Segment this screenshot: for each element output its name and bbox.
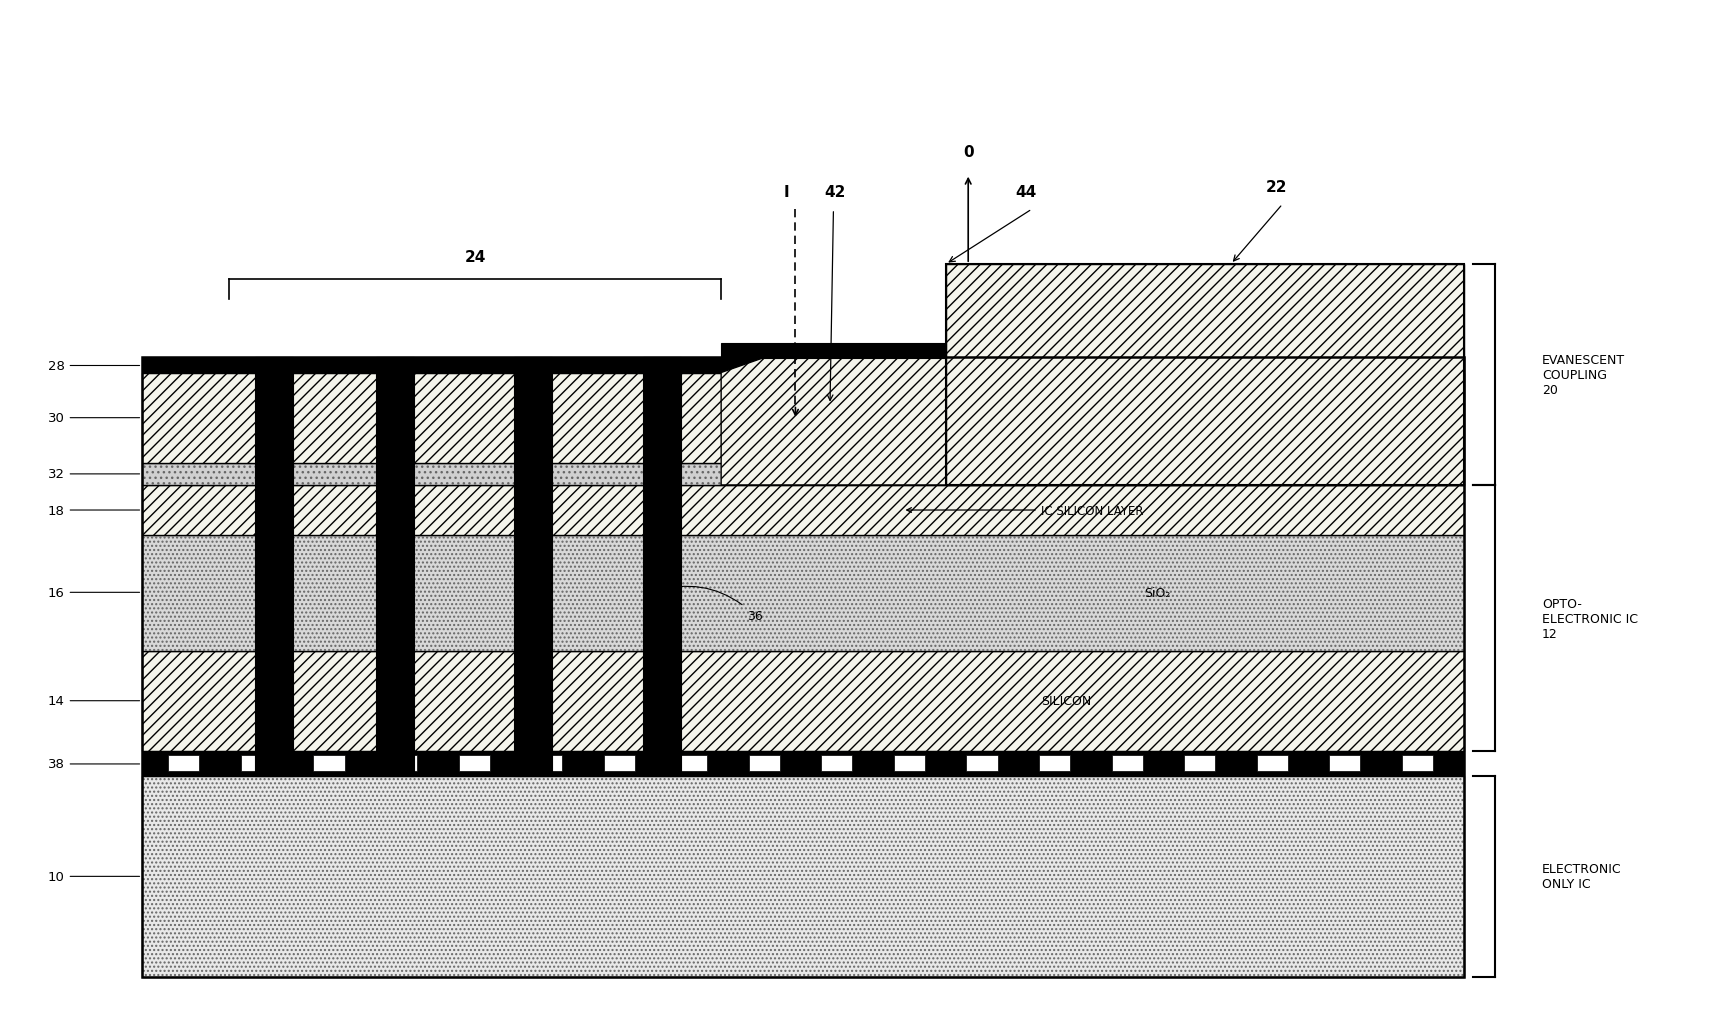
Bar bbox=[142, 358, 1463, 977]
Text: EVANESCENT
COUPLING
20: EVANESCENT COUPLING 20 bbox=[1542, 354, 1625, 396]
Text: 38: 38 bbox=[49, 757, 139, 770]
Text: ELECTRONIC
ONLY IC: ELECTRONIC ONLY IC bbox=[1542, 862, 1621, 891]
Text: 42: 42 bbox=[825, 185, 845, 200]
Bar bbox=[1257, 755, 1288, 771]
Bar bbox=[142, 463, 1463, 485]
Text: 0: 0 bbox=[963, 145, 974, 160]
Bar bbox=[142, 358, 1463, 373]
Text: 14: 14 bbox=[49, 695, 139, 708]
Bar bbox=[644, 358, 682, 776]
Text: 32: 32 bbox=[47, 468, 139, 481]
Text: 28: 28 bbox=[49, 360, 139, 373]
Text: 22: 22 bbox=[1266, 180, 1286, 195]
Text: 36: 36 bbox=[654, 586, 762, 623]
Bar bbox=[1040, 755, 1069, 771]
Bar bbox=[142, 373, 1463, 463]
Text: IC SILICON LAYER: IC SILICON LAYER bbox=[906, 504, 1144, 517]
Bar bbox=[142, 776, 1463, 977]
Text: 30: 30 bbox=[49, 411, 139, 425]
Bar bbox=[531, 755, 562, 771]
Bar bbox=[1111, 755, 1142, 771]
Bar bbox=[677, 755, 707, 771]
Text: 18: 18 bbox=[49, 504, 139, 517]
Bar bbox=[967, 755, 998, 771]
Bar bbox=[314, 755, 344, 771]
Bar bbox=[142, 536, 1463, 651]
Bar bbox=[946, 265, 1463, 485]
Bar bbox=[821, 755, 852, 771]
Text: SiO₂: SiO₂ bbox=[1144, 586, 1170, 600]
Bar bbox=[142, 463, 1463, 485]
Bar bbox=[142, 485, 1463, 536]
Text: 24: 24 bbox=[464, 250, 486, 265]
Text: 10: 10 bbox=[49, 870, 139, 883]
Bar bbox=[142, 651, 1463, 751]
Bar bbox=[1184, 755, 1215, 771]
Bar bbox=[720, 344, 946, 359]
Bar bbox=[241, 755, 273, 771]
Bar bbox=[168, 755, 200, 771]
Text: I: I bbox=[785, 185, 790, 200]
Bar bbox=[385, 755, 417, 771]
Text: 44: 44 bbox=[1016, 185, 1036, 200]
Bar bbox=[604, 755, 635, 771]
Bar bbox=[946, 265, 1463, 485]
Text: 16: 16 bbox=[49, 586, 139, 600]
Text: SILICON: SILICON bbox=[1042, 695, 1090, 708]
Bar bbox=[894, 755, 925, 771]
Bar bbox=[375, 358, 413, 776]
Bar bbox=[1403, 755, 1432, 771]
Bar bbox=[458, 755, 490, 771]
Polygon shape bbox=[720, 358, 946, 485]
Bar bbox=[255, 358, 293, 776]
Bar bbox=[1330, 755, 1361, 771]
Bar bbox=[748, 755, 779, 771]
Bar bbox=[142, 776, 1463, 977]
Bar bbox=[142, 536, 1463, 651]
Text: OPTO-
ELECTRONIC IC
12: OPTO- ELECTRONIC IC 12 bbox=[1542, 598, 1637, 640]
Bar bbox=[142, 751, 1463, 776]
Bar bbox=[514, 358, 552, 776]
